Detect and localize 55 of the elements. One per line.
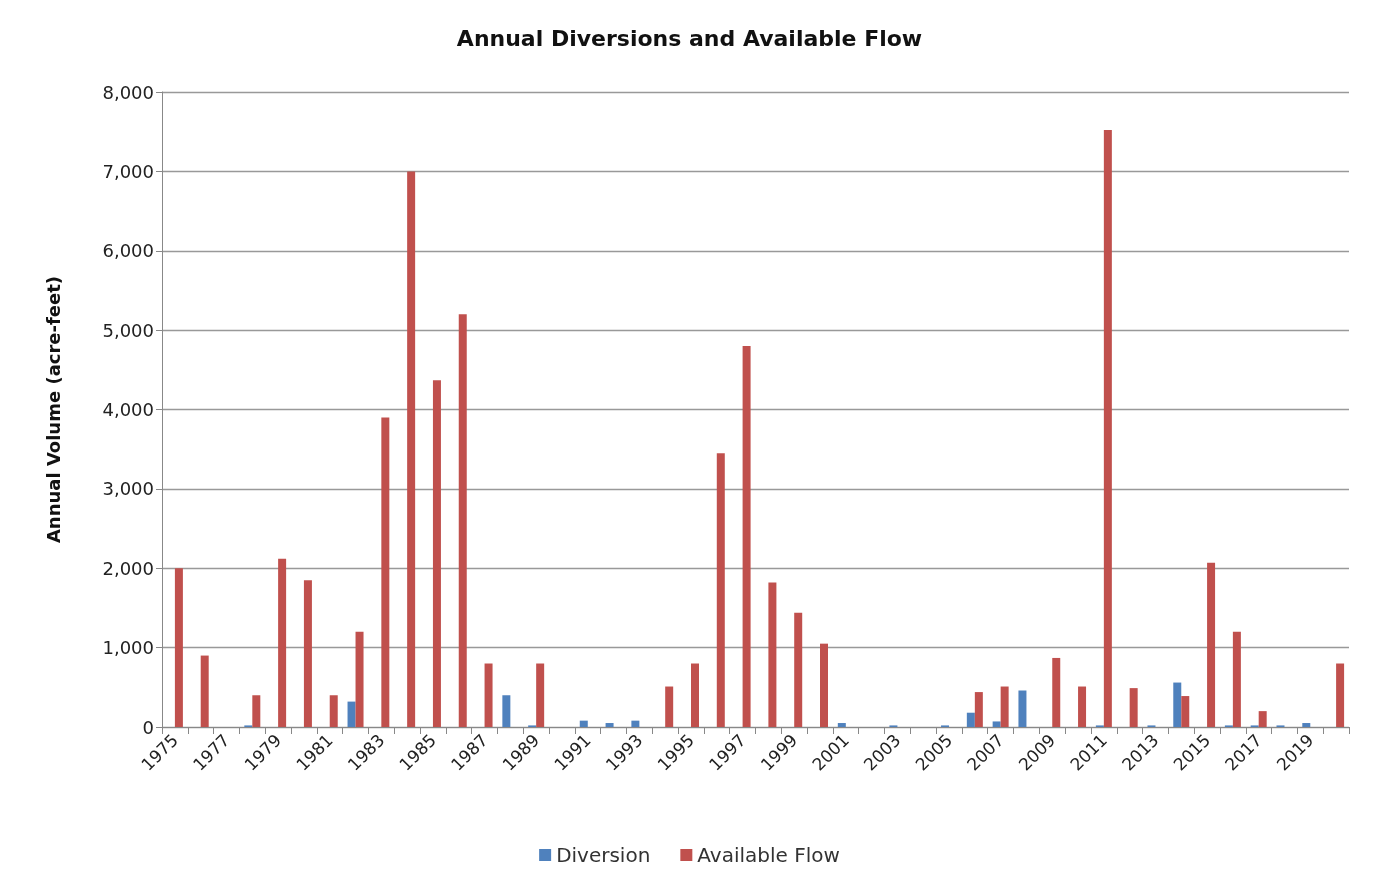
bar bbox=[502, 695, 511, 727]
y-axis-title: Annual Volume (acre-feet) bbox=[42, 275, 64, 544]
bar bbox=[1000, 686, 1009, 727]
y-tick-label: 5,000 bbox=[102, 319, 154, 341]
legend-label: Diversion bbox=[556, 843, 651, 867]
bar bbox=[1336, 663, 1345, 727]
bar bbox=[742, 346, 751, 727]
bar bbox=[252, 695, 261, 727]
bar bbox=[605, 723, 614, 727]
bar bbox=[1173, 682, 1182, 727]
bar bbox=[347, 701, 356, 727]
bar bbox=[631, 720, 640, 727]
bar bbox=[303, 580, 312, 727]
bar bbox=[1181, 696, 1190, 727]
bar bbox=[665, 686, 674, 727]
y-tick-label: 3,000 bbox=[102, 478, 154, 500]
bar bbox=[432, 380, 441, 727]
bar bbox=[974, 692, 983, 727]
bar bbox=[329, 695, 338, 727]
bar bbox=[1258, 711, 1267, 727]
bar bbox=[837, 723, 846, 727]
y-tick-label: 8,000 bbox=[102, 81, 154, 103]
y-tick-label: 4,000 bbox=[102, 399, 154, 420]
bar bbox=[579, 720, 588, 727]
bar bbox=[458, 314, 467, 727]
bar bbox=[200, 655, 209, 727]
bar bbox=[1207, 562, 1216, 727]
bar bbox=[1232, 631, 1241, 727]
bar bbox=[174, 568, 183, 727]
y-tick-label: 7,000 bbox=[102, 160, 154, 182]
bar bbox=[794, 612, 803, 727]
chart-title: Annual Diversions and Available Flow bbox=[456, 25, 923, 51]
y-tick-label: 1,000 bbox=[102, 637, 154, 659]
bar bbox=[1302, 723, 1311, 727]
bar bbox=[966, 712, 975, 727]
bar bbox=[992, 721, 1001, 727]
bar bbox=[1018, 690, 1027, 727]
bar bbox=[484, 663, 493, 727]
bar bbox=[1129, 688, 1138, 727]
bar bbox=[768, 582, 777, 727]
bar bbox=[716, 453, 725, 727]
bar bbox=[278, 558, 287, 727]
bar bbox=[820, 643, 829, 727]
bar bbox=[690, 663, 699, 727]
bar bbox=[355, 631, 364, 727]
y-tick-label: 0 bbox=[142, 716, 154, 738]
bar bbox=[407, 171, 416, 727]
bar bbox=[1078, 686, 1087, 727]
y-tick-label: 6,000 bbox=[102, 240, 154, 262]
legend-label: Available Flow bbox=[697, 843, 840, 867]
y-tick-label: 2,000 bbox=[102, 557, 154, 579]
bar bbox=[381, 417, 390, 727]
bar bbox=[1052, 657, 1061, 727]
bar bbox=[536, 663, 545, 727]
bar bbox=[1103, 130, 1112, 727]
